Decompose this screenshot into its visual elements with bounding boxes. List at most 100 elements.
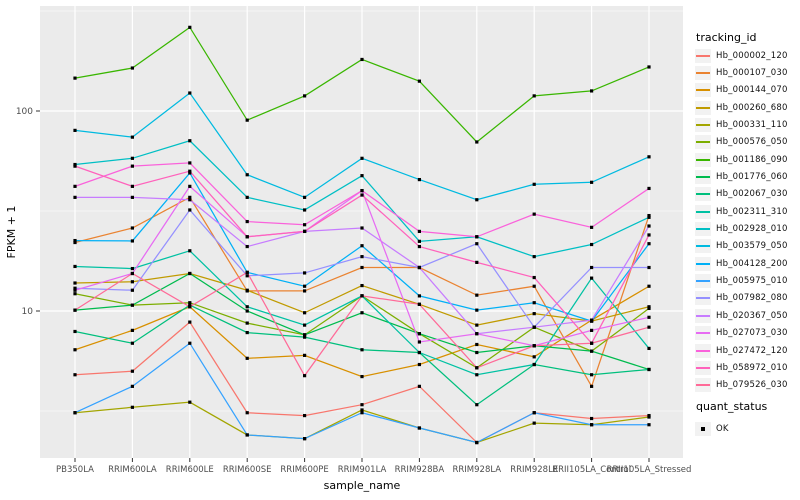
legend-item: Hb_003579_050 (695, 238, 788, 255)
legend-label: Hb_007982_080 (716, 293, 788, 304)
data-point (532, 182, 536, 186)
legend-line-swatch (696, 141, 710, 144)
data-point (417, 294, 421, 298)
data-point (647, 415, 651, 419)
data-point (130, 66, 134, 70)
legend: tracking_id Hb_000002_120 Hb_000107_030 Hb… (691, 0, 800, 500)
data-point (73, 162, 77, 167)
data-point (647, 265, 651, 270)
data-point (647, 224, 651, 228)
legend-line-swatch (696, 349, 710, 352)
data-point (360, 348, 364, 352)
data-point (303, 323, 307, 327)
data-point (73, 195, 77, 199)
legend-key-icon (695, 135, 711, 150)
data-point (532, 301, 536, 305)
data-point (303, 413, 307, 418)
data-point (417, 362, 421, 367)
data-point (73, 329, 77, 334)
legend-label: Hb_020367_050 (716, 310, 788, 321)
data-point (417, 340, 421, 344)
data-point (188, 161, 192, 165)
legend-label: Hb_058972_010 (716, 362, 788, 373)
data-point (647, 315, 651, 319)
data-point (417, 265, 421, 270)
legend-label: Hb_000260_680 (716, 102, 788, 113)
data-point (245, 195, 249, 199)
data-point (532, 362, 536, 367)
legend-item: Hb_001186_090 (695, 151, 788, 168)
data-point (590, 373, 594, 377)
data-point (360, 174, 364, 178)
legend-item: Hb_079526_030 (695, 377, 788, 394)
legend-item: Hb_027073_030 (695, 325, 788, 342)
data-point (130, 328, 134, 332)
data-point (360, 374, 364, 379)
legend-label: Hb_003579_050 (716, 241, 788, 252)
data-point (245, 330, 249, 335)
legend-line-swatch (696, 124, 710, 127)
data-point (188, 305, 192, 309)
legend-item: Hb_005975_010 (695, 272, 788, 289)
legend-label: Hb_001776_060 (716, 172, 788, 183)
data-point (590, 242, 594, 247)
legend-key-icon (695, 291, 711, 306)
data-point (360, 265, 364, 270)
data-point (245, 433, 249, 437)
data-point (130, 303, 134, 307)
legend-key-icon (695, 170, 711, 185)
data-point (532, 344, 536, 348)
data-point (73, 308, 77, 312)
legend-item: Hb_002311_310 (695, 203, 788, 220)
data-point (303, 335, 307, 339)
legend-line-swatch (696, 314, 710, 317)
data-point (360, 156, 364, 160)
legend-item: Hb_027472_120 (695, 342, 788, 359)
data-point (647, 325, 651, 329)
data-point (188, 400, 192, 404)
data-point (130, 271, 134, 276)
legend-key-icon (695, 239, 711, 254)
data-point (73, 411, 77, 415)
y-axis-title: FPKM + 1 (5, 206, 18, 259)
data-point (475, 260, 479, 264)
legend-item: Hb_001776_060 (695, 168, 788, 185)
data-point (532, 284, 536, 288)
data-point (360, 294, 364, 298)
legend-label: Hb_079526_030 (716, 380, 788, 391)
legend-line-swatch (696, 89, 710, 92)
x-axis-tick-label: RRII105LA_Stressed (607, 465, 692, 475)
data-point (130, 156, 134, 160)
data-point (245, 118, 249, 122)
legend-item: Hb_020367_050 (695, 307, 788, 324)
data-point (590, 180, 594, 184)
legend-line-swatch (696, 176, 710, 179)
data-point (647, 215, 651, 219)
data-point (73, 238, 77, 243)
data-point (130, 405, 134, 409)
data-point (188, 208, 192, 212)
data-point (590, 341, 594, 345)
legend-key-icon (695, 378, 711, 393)
legend-shape-item: OK (695, 420, 729, 437)
data-point (417, 239, 421, 243)
legend-line-swatch (696, 262, 710, 265)
data-point (303, 374, 307, 378)
data-point (73, 184, 77, 188)
data-point (73, 348, 77, 352)
data-point (245, 356, 249, 360)
data-point (360, 283, 364, 288)
legend-label: Hb_000144_070 (716, 85, 788, 96)
data-point (590, 349, 594, 353)
legend-line-swatch (696, 210, 710, 213)
legend-label: Hb_004128_200 (716, 258, 788, 269)
data-point (532, 312, 536, 316)
data-point (130, 384, 134, 388)
legend-key-icon (695, 152, 711, 167)
data-point (130, 195, 134, 199)
legend-color-items: Hb_000002_120 Hb_000107_030 Hb_000144_070 H… (695, 47, 788, 394)
y-axis-tick-label: 100 (16, 107, 33, 117)
data-point (73, 76, 77, 80)
legend-label: Hb_000107_030 (716, 68, 788, 79)
